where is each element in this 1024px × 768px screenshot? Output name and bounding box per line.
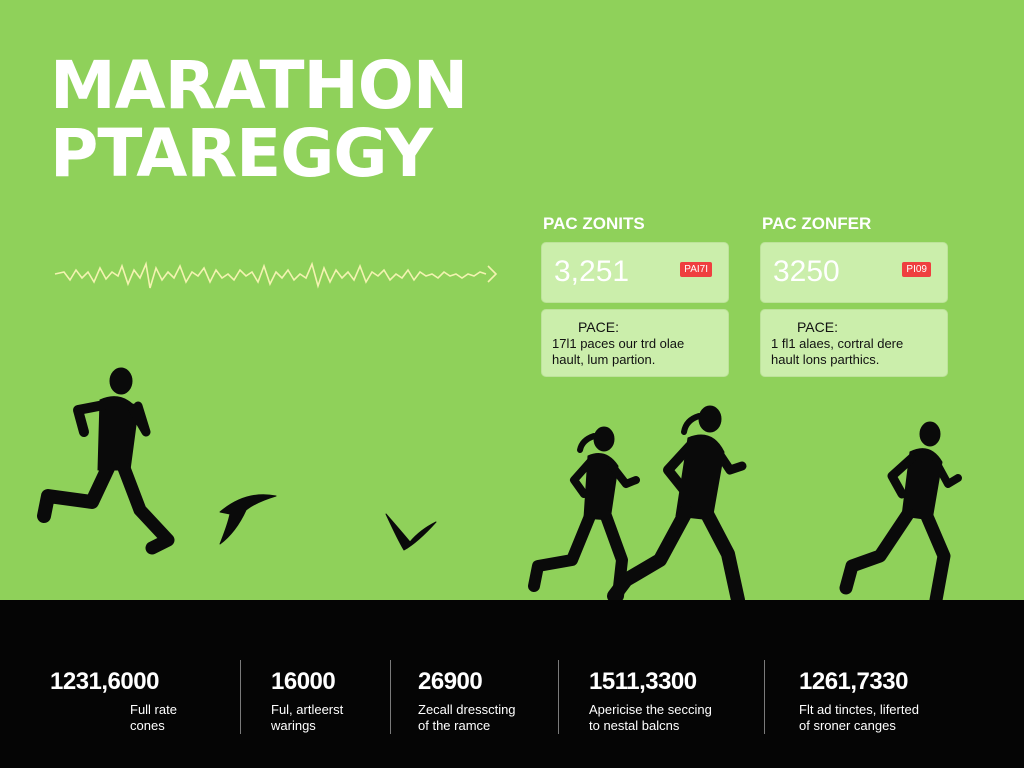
stat-value-5: 1261,7330 [799,668,908,695]
pace-desc-2-line-1: 1 fl1 alaes, cortral dere [771,336,904,351]
runner-silhouette-icon [528,426,640,602]
pace-card-2: PACE: 1 fl1 alaes, cortral dere hault lo… [760,309,948,377]
title-line-2: PTAREGGY [50,115,433,192]
pace-label-1: PACE: [578,319,619,335]
stat-2: 16000 Ful, artleerst warings [271,668,343,734]
stat-caption-5-line-1: Flt ad tinctes, liferted [799,702,919,717]
pace-card-1: PACE: 17l1 paces our trd olae hault, lum… [541,309,729,377]
stat-value-3: 26900 [418,668,483,695]
stat-caption-5: Flt ad tinctes, liferted of sroner cange… [799,702,919,734]
stat-value-4: 1511,3300 [589,668,697,695]
runner-silhouette-icon [607,405,747,607]
zone-value-card-2: 3250 PI09 [760,242,948,303]
stat-caption-1: Full rate cones [50,702,177,734]
stat-divider [558,660,559,734]
stat-caption-1-line-1: Full rate [130,702,177,717]
stat-caption-1-line-2: cones [130,718,165,733]
stat-caption-4-line-2: to nestal balcns [589,718,680,733]
stat-1: 1231,6000 Full rate cones [50,668,177,734]
pace-desc-2-line-2: hault lons parthics. [771,352,880,367]
stat-caption-2-line-2: warings [271,718,316,733]
runner-silhouette-icon [37,367,175,555]
stat-divider [390,660,391,734]
stat-4: 1511,3300 Apericise the seccing to nesta… [589,668,712,734]
stat-divider [240,660,241,734]
zone-value-card-1: 3,251 PAI7I [541,242,729,303]
page-title: MARATHON PTAREGGY [50,47,468,192]
stat-value-2: 16000 [271,668,336,695]
zone-value-2: 3250 [773,255,840,288]
stat-caption-2-line-1: Ful, artleerst [271,702,344,717]
zone-value-1: 3,251 [554,255,630,288]
bird-silhouette-icon [385,513,437,551]
pace-desc-1: 17l1 paces our trd olae hault, lum parti… [552,336,684,368]
stat-value-1: 1231,6000 [50,668,159,695]
stat-caption-2: Ful, artleerst warings [271,702,343,734]
pace-label-2: PACE: [797,319,838,335]
zone-tag-1: PAI7I [680,262,712,277]
stat-caption-4-line-1: Apericise the seccing [589,702,712,717]
stat-caption-4: Apericise the seccing to nestal balcns [589,702,712,734]
stat-divider [764,660,765,734]
stat-caption-5-line-2: of sroner canges [799,718,896,733]
bird-silhouette-icon [219,494,277,545]
stat-caption-3-line-2: of the ramce [418,718,491,733]
zone-heading-1: PAC ZONITS [543,214,645,233]
stats-bar [0,600,1024,768]
stat-5: 1261,7330 Flt ad tinctes, liferted of sr… [799,668,919,734]
heartbeat-wave-icon [54,261,498,289]
title-line-1: MARATHON [50,47,468,124]
zone-heading-2: PAC ZONFER [762,214,872,233]
pace-desc-2: 1 fl1 alaes, cortral dere hault lons par… [771,336,903,368]
stat-caption-3-line-1: Zecall dresscting [418,702,516,717]
stat-caption-3: Zecall dresscting of the ramce [418,702,516,734]
stat-3: 26900 Zecall dresscting of the ramce [418,668,516,734]
pace-desc-1-line-1: 17l1 paces our trd olae [552,336,685,351]
runner-silhouette-icon [839,421,962,607]
silhouette-scene [37,367,962,607]
zone-tag-2: PI09 [902,262,931,277]
pace-desc-1-line-2: hault, lum partion. [552,352,656,367]
